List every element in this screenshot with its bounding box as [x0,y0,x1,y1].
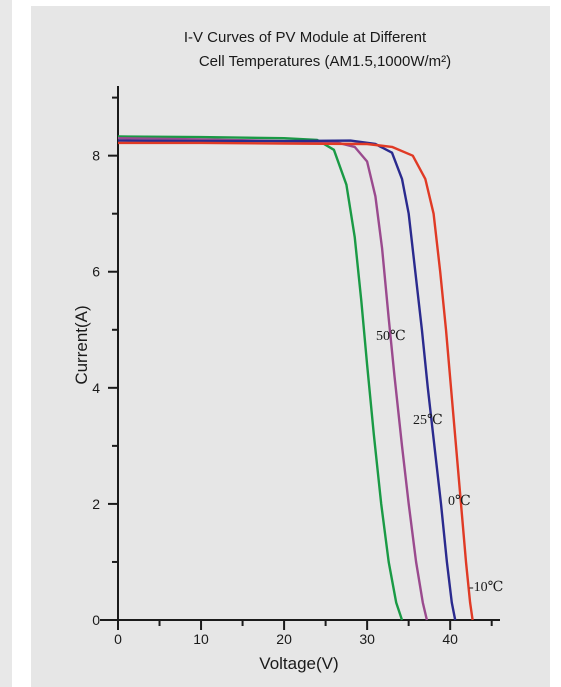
axes-group: 0 2 4 6 8 0 10 20 30 40 [92,86,500,647]
x-tick-label: 10 [193,631,209,647]
series-label-3: -10℃ [469,580,503,595]
x-tick-label: 40 [442,631,458,647]
series-lines [117,135,474,621]
series-line-2 [117,139,457,621]
x-tick-label: 0 [114,631,122,647]
chart-title-line-1: I-V Curves of PV Module at Different [184,29,427,46]
series-label-1: 25℃ [413,413,443,428]
series-line-3 [118,141,474,621]
left-border-strip [0,0,12,687]
y-tick-label: 8 [92,148,100,164]
chart-title-line-2: Cell Temperatures (AM1.5,1000W/m²) [199,53,451,70]
y-tick-label: 4 [92,380,100,396]
y-axis-title: Current(A) [72,305,91,384]
series-label-2: 0℃ [448,494,471,509]
y-tick-label: 2 [92,496,100,512]
series-line-0 [117,135,404,621]
series-label-0: 50℃ [376,329,406,344]
y-tick-label: 0 [92,612,100,628]
x-tick-label: 30 [359,631,375,647]
series-labels: 50℃ 25℃ 0℃ -10℃ [376,329,503,595]
x-tick-label: 20 [276,631,292,647]
x-axis-title: Voltage(V) [259,654,338,673]
series-line-1 [117,137,429,621]
y-tick-label: 6 [92,264,100,280]
